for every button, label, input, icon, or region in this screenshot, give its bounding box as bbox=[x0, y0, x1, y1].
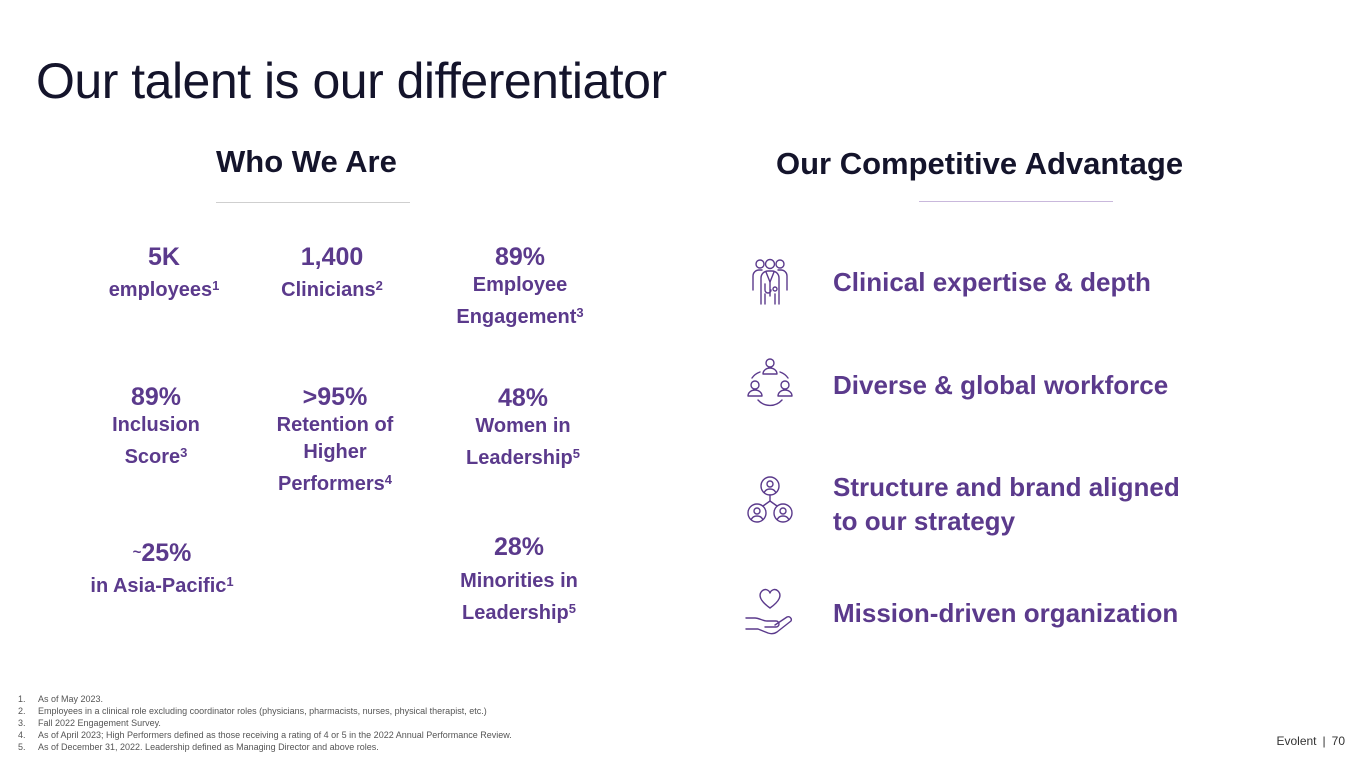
stat-label: in Asia-Pacific bbox=[90, 575, 227, 597]
clinicians-group-icon bbox=[744, 256, 796, 308]
advantage-item-structure-brand: Structure and brand aligned to our strat… bbox=[833, 472, 1180, 536]
footnote-ref: 5 bbox=[568, 601, 576, 616]
footnote: 1. As of May 2023. bbox=[18, 694, 104, 704]
footnote: 3. Fall 2022 Engagement Survey. bbox=[18, 718, 161, 728]
footnote-ref: 2 bbox=[375, 278, 383, 293]
advantage-item-clinical-expertise: Clinical expertise & depth bbox=[833, 267, 1151, 297]
stat-minorities-in-leadership: 28% Minorities in Leadership5 bbox=[460, 532, 578, 627]
stat-retention: >95% Retention of Higher Performers4 bbox=[277, 382, 394, 498]
stat-label: Performers bbox=[278, 473, 385, 495]
competitive-advantage-divider bbox=[919, 201, 1113, 202]
brand-name: Evolent bbox=[1276, 734, 1317, 748]
footnote-ref: 5 bbox=[572, 446, 580, 461]
stat-value: 89% bbox=[494, 243, 546, 271]
stat-label: Inclusion bbox=[112, 414, 200, 436]
stat-label: Clinicians bbox=[281, 279, 376, 301]
slide-footer: Evolent | 70 bbox=[1276, 734, 1345, 748]
stat-employees: 5K employees1 bbox=[109, 242, 220, 304]
stat-label: Higher bbox=[303, 441, 367, 463]
stat-value: 1,400 bbox=[300, 243, 364, 271]
stat-label: Engagement bbox=[456, 306, 577, 328]
competitive-advantage-heading: Our Competitive Advantage bbox=[776, 146, 1184, 181]
stat-label: Women in bbox=[475, 415, 571, 437]
stat-women-in-leadership: 48% Women in Leadership5 bbox=[466, 383, 580, 472]
advantage-item-mission-driven: Mission-driven organization bbox=[833, 598, 1179, 628]
stat-label: employees bbox=[108, 279, 213, 301]
footnote: 2. Employees in a clinical role excluding… bbox=[18, 706, 487, 716]
stat-value: 25% bbox=[141, 539, 192, 567]
heart-in-hand-icon bbox=[744, 584, 796, 636]
advantage-item-diverse-workforce: Diverse & global workforce bbox=[833, 370, 1169, 400]
footnote-ref: 1 bbox=[226, 574, 234, 589]
page-title: Our talent is our differentiator bbox=[36, 53, 667, 109]
stat-label: Score bbox=[124, 446, 181, 468]
footnote-ref: 3 bbox=[576, 305, 584, 320]
stat-value: >95% bbox=[302, 383, 368, 411]
footnote-ref: 4 bbox=[384, 472, 392, 487]
stat-employee-engagement: 89% Employee Engagement3 bbox=[456, 242, 583, 331]
footnote-ref: 1 bbox=[212, 278, 220, 293]
footnotes: 1. As of May 2023. 2. Employees in a clini… bbox=[18, 693, 512, 753]
stat-label: Leadership bbox=[462, 602, 569, 624]
stat-value: 48% bbox=[497, 384, 549, 412]
who-we-are-divider bbox=[216, 202, 410, 203]
footnote: 4. As of April 2023; High Performers defi… bbox=[18, 730, 512, 740]
org-structure-icon bbox=[744, 475, 796, 527]
stat-inclusion-score: 89% Inclusion Score3 bbox=[112, 382, 200, 471]
page-number: 70 bbox=[1331, 734, 1345, 748]
stat-clinicians: 1,400 Clinicians2 bbox=[281, 242, 383, 304]
stat-label: Minorities in bbox=[460, 570, 578, 592]
stat-value: 28% bbox=[493, 533, 545, 561]
stat-label: Retention of bbox=[276, 414, 394, 436]
stat-label: Leadership bbox=[466, 447, 573, 469]
stat-asia-pacific: ~25% in Asia-Pacific1 bbox=[90, 538, 233, 600]
global-network-people-icon bbox=[744, 356, 796, 408]
footer-separator: | bbox=[1322, 734, 1326, 748]
stat-label: Employee bbox=[472, 274, 568, 296]
stat-value: 5K bbox=[148, 243, 180, 271]
approx-sign: ~ bbox=[132, 544, 142, 561]
footnote: 5. As of December 31, 2022. Leadership de… bbox=[18, 742, 379, 752]
footnote-ref: 3 bbox=[180, 445, 188, 460]
stat-value: 89% bbox=[130, 383, 182, 411]
who-we-are-heading: Who We Are bbox=[216, 144, 397, 179]
